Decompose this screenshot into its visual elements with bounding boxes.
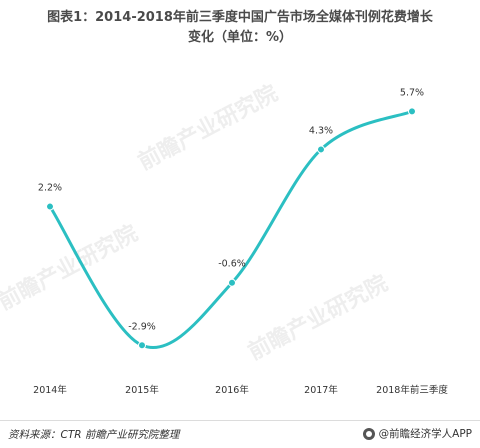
chart-title-line1: 图表1：2014-2018年前三季度中国广告市场全媒体刊例花费增长: [47, 10, 433, 25]
data-label: 4.3%: [309, 125, 333, 136]
x-tick-label: 2016年: [215, 384, 249, 396]
brand-text: @前瞻经济学人APP: [378, 428, 472, 440]
x-tick-label: 2017年: [304, 384, 338, 396]
x-tick-label: 2015年: [125, 384, 159, 396]
chart-title: 图表1：2014-2018年前三季度中国广告市场全媒体刊例花费增长 变化（单位：…: [0, 8, 480, 48]
data-point: [317, 145, 325, 154]
data-label: 5.7%: [400, 87, 424, 98]
data-point: [408, 107, 416, 116]
x-tick-label: 2018年前三季度: [376, 384, 448, 396]
source-note: 资料来源：CTR 前瞻产业研究院整理: [8, 429, 180, 441]
brand-logo-icon: [362, 427, 375, 440]
data-point: [228, 278, 236, 287]
data-label: -0.6%: [218, 259, 246, 270]
brand: @前瞻经济学人APP: [362, 426, 472, 441]
x-tick-label: 2014年: [33, 384, 67, 396]
data-point: [46, 202, 54, 211]
chart-title-line2: 变化（单位：%）: [187, 30, 293, 45]
footer: 资料来源：CTR 前瞻产业研究院整理 @前瞻经济学人APP: [0, 420, 480, 448]
data-label: 2.2%: [38, 183, 62, 194]
data-label: -2.9%: [128, 321, 156, 332]
series-line: [48, 109, 413, 349]
data-point: [138, 341, 146, 350]
